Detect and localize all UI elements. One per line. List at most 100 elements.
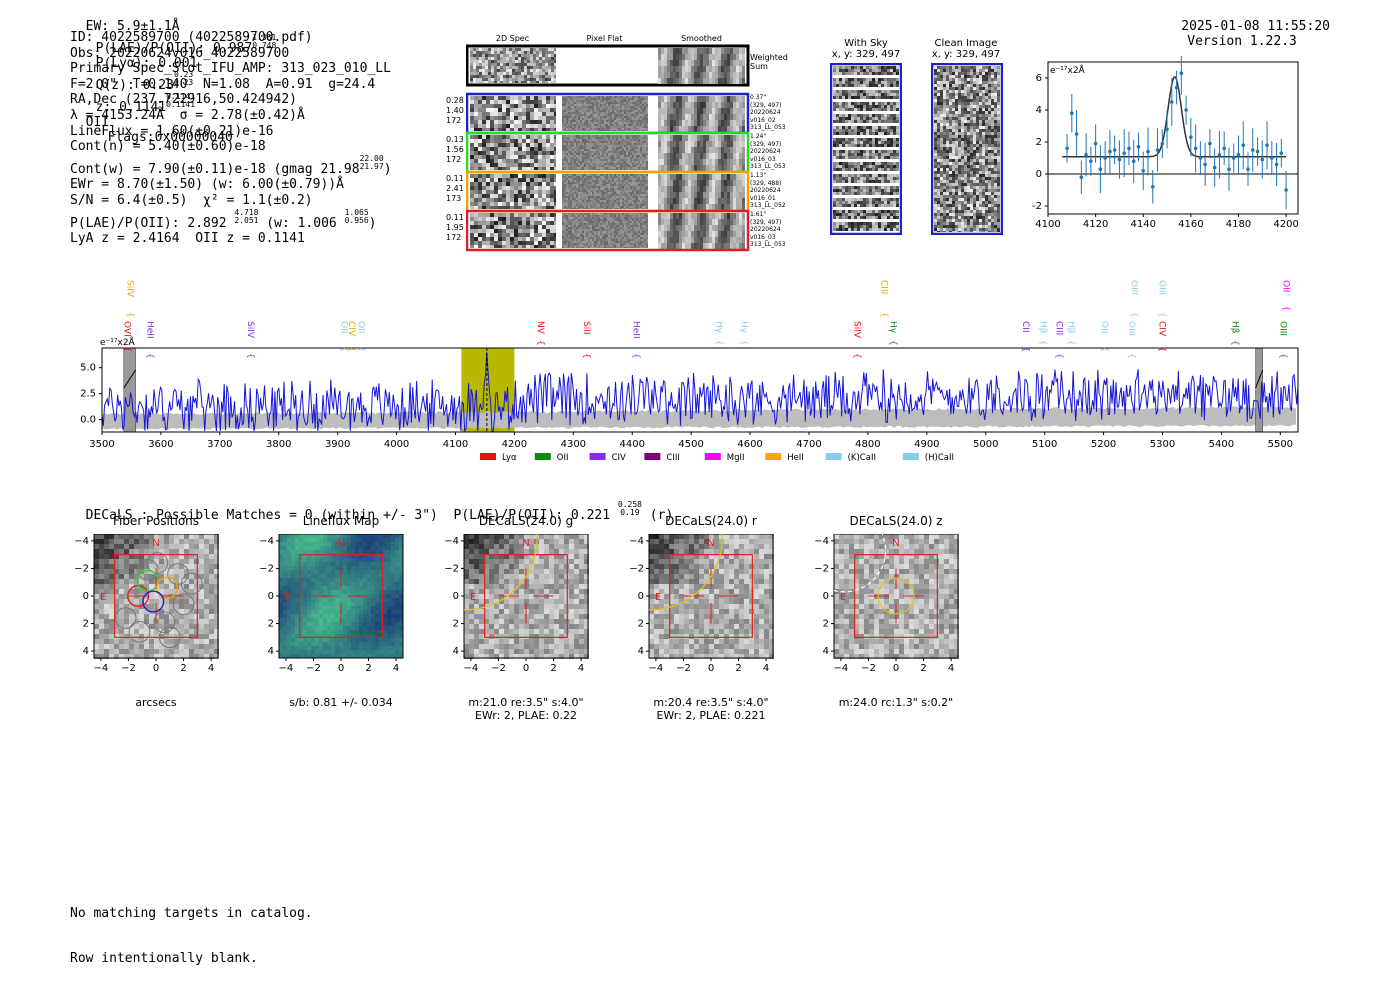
- fiber-3-2dspec: [470, 213, 556, 248]
- spectrum-xtick-label: 5200: [1091, 439, 1116, 450]
- fiber-1-right-line: (329, 497): [750, 141, 786, 149]
- spectrum-legend-swatch: [535, 453, 551, 460]
- zoom-point: [1241, 143, 1245, 147]
- spectrum-legend-label: Lyα: [502, 453, 517, 462]
- decals-panel-1-caption-1: s/b: 0.81 +/- 0.034: [249, 696, 433, 709]
- zoom-point: [1194, 147, 1198, 151]
- zoom-point: [1137, 145, 1141, 149]
- spectrum-line-bracket: {: [879, 312, 889, 318]
- decals-ytick-label: 2: [638, 619, 644, 630]
- spectrum-line-label: CIII: [879, 280, 889, 294]
- fiber-2-right-line: v016_01: [750, 195, 786, 203]
- sky-row: [833, 150, 899, 159]
- sky-gap: [833, 135, 899, 138]
- spectrum-line-label: OII: [1280, 280, 1290, 292]
- weighted-2dspec: [470, 48, 556, 83]
- spectrum-line-label: OII: [355, 321, 365, 333]
- spectrum-ytick-label: 0.0: [80, 415, 96, 426]
- zoom-xtick-label: 4140: [1131, 219, 1156, 230]
- spectrum-line-label: HeII: [144, 321, 154, 339]
- cutout-col-title-2dspec: 2D Spec: [466, 34, 559, 43]
- fiber-2-right-line: 1.13": [750, 172, 786, 180]
- sky-row: [833, 90, 899, 99]
- info-plae-w-lo: 0.956: [345, 217, 369, 225]
- sky-gap: [833, 75, 899, 78]
- sky-gap: [833, 171, 899, 174]
- decals-panel-2-caption-2: EWr: 2, PLAE: 0.22: [434, 709, 618, 722]
- sky-row: [833, 186, 899, 195]
- decals-ytick-label: 0: [638, 591, 644, 602]
- with-sky-image: [830, 63, 902, 235]
- zoom-point: [1213, 166, 1217, 170]
- decals-noise: [649, 534, 774, 659]
- weighted-sum-label: Weighted Sum: [750, 53, 794, 71]
- spectrum-line-label: Hβ: [1038, 321, 1048, 334]
- fiber-2-2dspec: [470, 174, 556, 209]
- spectrum-legend-swatch: [765, 453, 781, 460]
- sky-gap: [833, 207, 899, 210]
- spectrum-ytick-label: 5.0: [80, 363, 96, 374]
- decals-ytick-label: 4: [453, 646, 459, 657]
- zoom-point: [1165, 127, 1169, 131]
- fiber-1-2dspec: [470, 135, 556, 170]
- decals-xtick-label: 0: [893, 663, 899, 674]
- info-lya: LyA z = 2.4164 OII z = 0.1141: [70, 231, 392, 247]
- decals-north-label: N: [522, 538, 529, 549]
- zoom-ytick-label: 6: [1036, 73, 1042, 84]
- clean-image-xy: x, y: 329, 497: [926, 49, 1006, 60]
- decals-ytick-label: −2: [74, 563, 89, 574]
- header-right: 2025-01-08 11:55:20 Version 1.22.3: [1166, 4, 1330, 49]
- sky-gap: [833, 219, 899, 222]
- sky-row: [833, 66, 899, 75]
- spectrum-legend-swatch: [903, 453, 919, 460]
- fiber-3-right-line: 20220624: [750, 226, 786, 234]
- sky-row: [833, 126, 899, 135]
- with-sky-xy: x, y: 329, 497: [826, 49, 906, 60]
- spectrum-line-label: NV: [535, 321, 545, 335]
- spectrum-legend-swatch: [644, 453, 660, 460]
- decals-panel-0-caption: arcsecs: [64, 696, 248, 709]
- sky-gap: [833, 111, 899, 114]
- info-lambda: λ = 4153.24Å σ = 2.78(±0.42)Å: [70, 108, 392, 124]
- zoom-point: [1246, 167, 1250, 171]
- zoom-point: [1251, 148, 1255, 152]
- spectrum-line-label: SiIV: [851, 321, 861, 339]
- zoom-point: [1237, 153, 1241, 157]
- decals-panel-2-caption-1: m:21.0 re:3.5" s:4.0": [434, 696, 618, 709]
- spectrum-line-bracket: {: [1065, 340, 1075, 346]
- spectrum-line-label: Hγ: [738, 321, 748, 334]
- fiber-1-left-line: 172: [446, 155, 464, 165]
- decals-xtick-label: 2: [735, 663, 741, 674]
- spectrum-line-bracket: {: [124, 312, 134, 318]
- info-plae-end: ): [369, 216, 377, 231]
- fiber-3-right-line: 313_LL_053: [750, 241, 786, 249]
- decals-xtick-label: −2: [121, 663, 136, 674]
- zoom-point: [1256, 150, 1260, 154]
- spectrum-line-bracket: {: [346, 347, 356, 353]
- spectrum-line-bracket: {: [1020, 347, 1030, 353]
- spectrum-line-bracket: {: [1157, 347, 1167, 353]
- fiber-2-left-line: 0.11: [446, 174, 464, 184]
- decals-ytick-label: 4: [268, 646, 274, 657]
- fiber-0-left-line: 0.28: [446, 96, 464, 106]
- decals-ytick-label: −4: [629, 536, 644, 547]
- sky-gap: [833, 159, 899, 162]
- fiber-3-left-line: 1.95: [446, 223, 464, 233]
- spectrum-legend-label: (H)CaII: [925, 453, 954, 462]
- fiber-0-pixelflat: [562, 96, 648, 131]
- zoom-point: [1099, 167, 1103, 171]
- zoom-point: [1160, 142, 1164, 146]
- sky-row: [833, 138, 899, 147]
- fiber-1-pixelflat: [562, 135, 648, 170]
- fiber-1-right-line: 1.24": [750, 133, 786, 141]
- decals-north-label: N: [152, 538, 159, 549]
- info-obs: Obs: 20220624v016_4022589700: [70, 46, 392, 62]
- decals-noise: [464, 534, 589, 659]
- zoom-point: [1175, 86, 1179, 90]
- decals-xtick-label: 2: [550, 663, 556, 674]
- spectrum-line-bracket: {: [245, 353, 255, 359]
